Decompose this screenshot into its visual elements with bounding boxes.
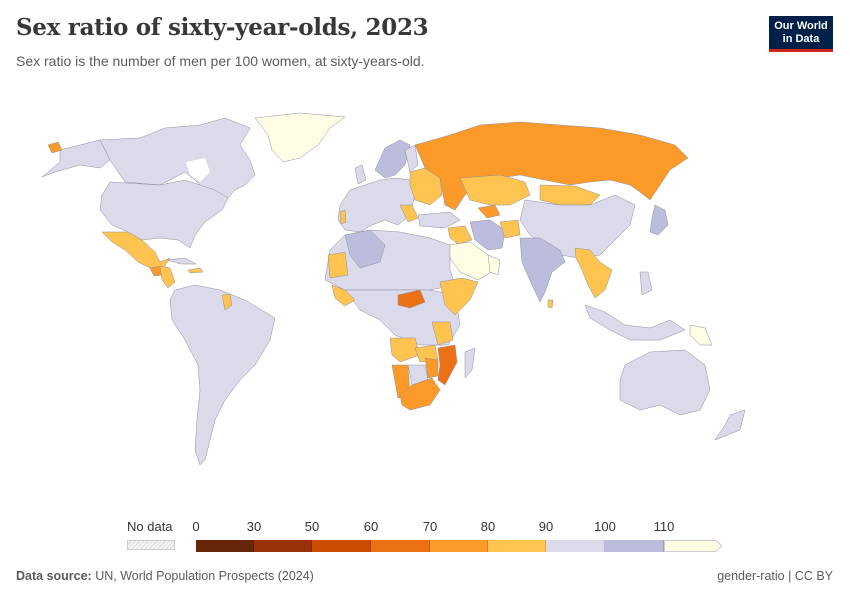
legend-bin-30-50[interactable] [254, 540, 312, 552]
chart-title: Sex ratio of sixty-year-olds, 2023 [16, 14, 429, 41]
region-cuba[interactable] [167, 257, 197, 265]
region-iran[interactable] [469, 219, 506, 251]
region-turkmenistan[interactable] [477, 204, 501, 219]
region-australia[interactable] [619, 349, 711, 416]
logo-line-2: in Data [782, 32, 820, 45]
region-portugal[interactable] [339, 209, 347, 225]
region-turkey[interactable] [417, 211, 461, 229]
region-greenland[interactable] [254, 112, 346, 163]
legend-tick-60: 60 [363, 519, 379, 534]
region-mongolia[interactable] [539, 184, 601, 206]
legend-bin-50-60[interactable] [312, 540, 371, 552]
region-united-states[interactable] [99, 179, 229, 249]
legend-tick-100: 100 [594, 519, 616, 534]
region-canada[interactable] [99, 117, 256, 199]
data-source-label: Data source: [16, 569, 92, 583]
legend-bin-110-plus[interactable] [664, 540, 724, 552]
region-horn-of-africa[interactable] [439, 277, 479, 316]
region-central-african-republic[interactable] [397, 289, 426, 309]
region-mozambique[interactable] [437, 344, 458, 386]
legend-bin-90-100[interactable] [546, 540, 605, 552]
region-south-america[interactable] [169, 284, 276, 466]
legend-no-data-label: No data [127, 519, 173, 534]
region-madagascar[interactable] [464, 347, 476, 379]
region-southeast-asia[interactable] [574, 247, 613, 299]
legend-tick-110: 110 [653, 519, 675, 534]
region-sri-lanka[interactable] [547, 299, 554, 309]
region-indonesia[interactable] [584, 304, 686, 341]
region-guyana[interactable] [221, 293, 233, 311]
region-oman-uae[interactable] [487, 254, 501, 276]
region-caribbean[interactable] [187, 267, 204, 274]
region-kazakhstan[interactable] [459, 174, 531, 206]
region-mexico[interactable] [101, 231, 171, 271]
region-japan[interactable] [649, 204, 669, 236]
region-south-africa[interactable] [399, 377, 441, 411]
region-china[interactable] [519, 194, 636, 259]
map-legend: No data 0 30 50 60 70 80 90 100 110 [0, 515, 850, 555]
legend-tick-30: 30 [246, 519, 262, 534]
region-new-zealand[interactable] [714, 409, 746, 441]
region-tanzania[interactable] [431, 321, 454, 346]
region-afghanistan[interactable] [499, 219, 521, 239]
legend-tick-80: 80 [480, 519, 496, 534]
chart-subtitle: Sex ratio is the number of men per 100 w… [16, 53, 425, 69]
world-map [41, 112, 746, 466]
region-russia[interactable] [414, 121, 689, 211]
region-uk[interactable] [354, 164, 367, 185]
legend-bin-0-30[interactable] [196, 540, 254, 552]
region-philippines[interactable] [639, 271, 653, 296]
region-west-africa-orange[interactable] [331, 284, 356, 307]
region-papua-new-guinea[interactable] [689, 324, 713, 346]
data-source: Data source: UN, World Population Prospe… [16, 569, 314, 583]
logo-line-1: Our World [774, 20, 828, 32]
region-balkans[interactable] [399, 204, 419, 223]
region-angola[interactable] [389, 337, 421, 363]
region-zimbabwe[interactable] [424, 357, 439, 379]
legend-tick-90: 90 [538, 519, 554, 534]
region-chukotka-east[interactable] [47, 141, 63, 154]
license-note[interactable]: gender-ratio | CC BY [717, 569, 833, 583]
region-finland[interactable] [404, 144, 419, 173]
region-central-america[interactable] [159, 265, 176, 289]
legend-no-data-swatch[interactable] [127, 540, 175, 550]
legend-bin-70-80[interactable] [430, 540, 488, 552]
legend-tick-70: 70 [422, 519, 438, 534]
region-india[interactable] [519, 237, 566, 303]
owid-logo[interactable]: Our World in Data [769, 16, 833, 52]
region-syria-iraq[interactable] [447, 225, 473, 245]
legend-bin-60-70[interactable] [371, 540, 430, 552]
legend-bin-80-90[interactable] [488, 540, 546, 552]
legend-bin-100-110[interactable] [605, 540, 664, 552]
data-source-link[interactable]: UN, World Population Prospects (2024) [95, 569, 314, 583]
legend-tick-0: 0 [192, 519, 200, 534]
region-saudi-arabia[interactable] [447, 241, 496, 281]
region-scandinavia[interactable] [374, 139, 411, 179]
region-mauritania[interactable] [327, 251, 349, 279]
legend-tick-50: 50 [304, 519, 320, 534]
region-alaska[interactable] [41, 139, 111, 178]
region-algeria[interactable] [344, 229, 386, 269]
